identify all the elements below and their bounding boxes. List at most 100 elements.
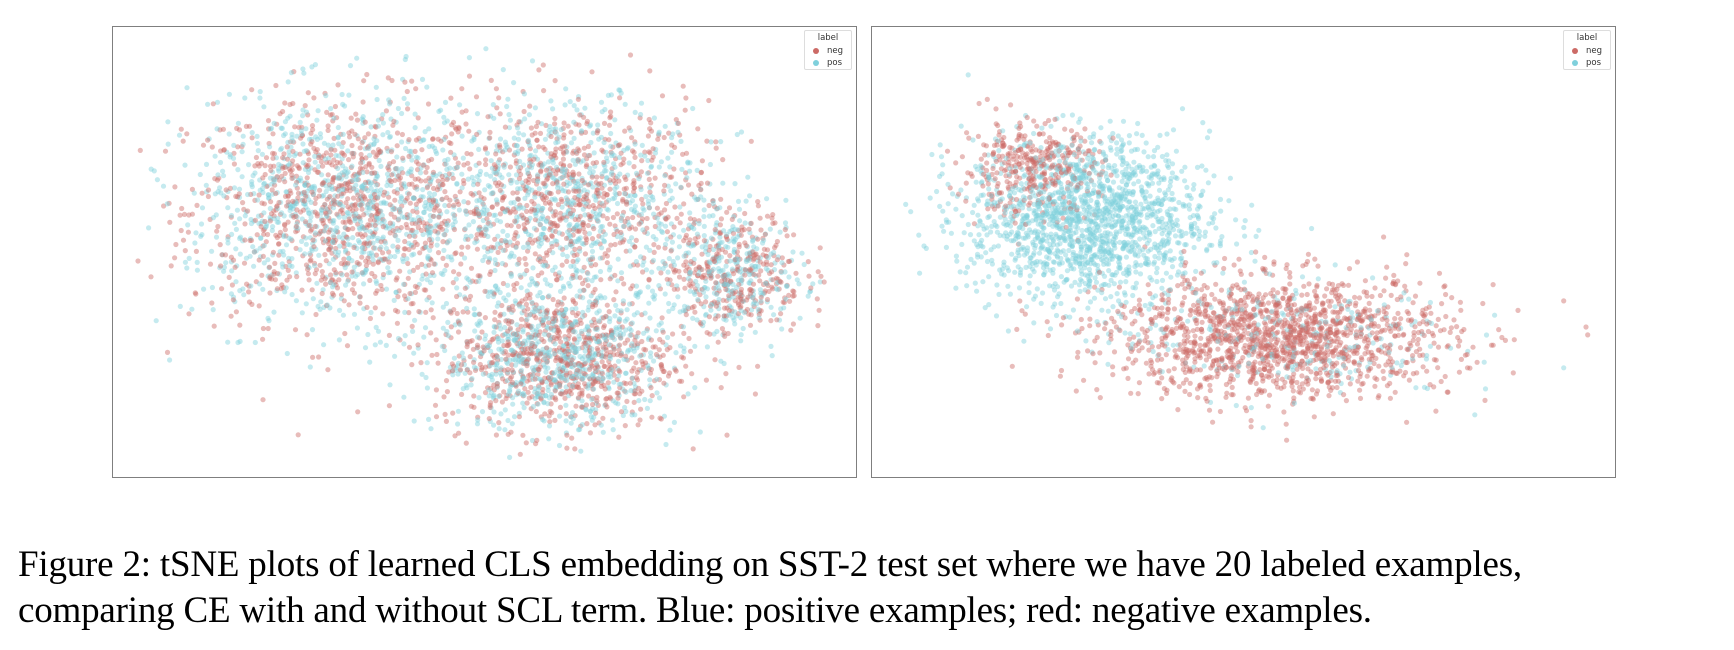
- point-pos: [667, 427, 673, 433]
- point-pos: [308, 214, 314, 220]
- point-pos: [466, 55, 472, 61]
- point-neg: [534, 437, 540, 443]
- point-neg: [256, 303, 262, 309]
- point-neg: [265, 325, 271, 332]
- point-pos: [574, 268, 580, 274]
- point-pos: [367, 359, 373, 365]
- point-pos: [645, 284, 651, 290]
- point-neg: [295, 195, 301, 201]
- point-neg: [620, 160, 626, 166]
- point-pos: [693, 278, 699, 284]
- point-pos: [390, 243, 396, 249]
- point-neg: [664, 229, 671, 235]
- point-neg: [292, 327, 299, 333]
- point-pos: [412, 111, 418, 117]
- point-neg: [729, 308, 735, 314]
- point-neg: [423, 169, 429, 175]
- point-neg: [561, 295, 567, 301]
- point-pos: [441, 247, 447, 253]
- point-pos: [437, 186, 443, 192]
- point-pos: [309, 64, 315, 70]
- point-pos: [735, 198, 742, 204]
- point-pos: [413, 229, 419, 235]
- point-neg: [749, 234, 756, 240]
- point-neg: [412, 176, 418, 182]
- point-neg: [442, 411, 448, 417]
- point-pos: [541, 161, 547, 167]
- point-neg: [675, 120, 682, 126]
- point-neg: [433, 387, 439, 393]
- point-pos: [714, 291, 720, 297]
- point-pos: [217, 185, 223, 191]
- point-pos: [651, 115, 658, 121]
- point-pos: [763, 280, 769, 286]
- point-neg: [677, 132, 683, 138]
- point-pos: [382, 240, 389, 246]
- point-neg: [497, 144, 503, 150]
- point-pos: [189, 306, 195, 312]
- point-pos: [476, 129, 482, 135]
- point-pos: [692, 343, 698, 349]
- point-pos: [385, 265, 391, 271]
- point-pos: [707, 161, 714, 168]
- point-pos: [554, 384, 560, 390]
- point-neg: [387, 202, 393, 208]
- point-pos: [586, 356, 592, 362]
- point-neg: [266, 140, 272, 147]
- point-pos: [516, 206, 522, 212]
- point-neg: [487, 402, 493, 408]
- point-pos: [527, 282, 533, 288]
- point-pos: [469, 376, 475, 382]
- point-neg: [664, 276, 670, 282]
- point-neg: [290, 100, 296, 107]
- point-pos: [177, 303, 183, 309]
- point-pos: [560, 352, 566, 358]
- point-pos: [652, 150, 659, 156]
- point-pos: [687, 272, 693, 278]
- point-neg: [193, 248, 199, 254]
- point-neg: [430, 169, 436, 175]
- point-neg: [643, 347, 649, 353]
- point-pos: [422, 129, 428, 135]
- point-pos: [744, 251, 750, 257]
- point-pos: [360, 169, 366, 176]
- point-neg: [328, 152, 334, 158]
- point-neg: [761, 290, 768, 296]
- point-neg: [573, 312, 579, 319]
- point-neg: [533, 408, 539, 415]
- point-pos: [491, 115, 497, 121]
- point-pos: [363, 267, 369, 273]
- point-neg: [769, 215, 775, 221]
- point-pos: [618, 350, 624, 356]
- point-pos: [310, 296, 316, 302]
- point-neg: [367, 222, 373, 228]
- point-pos: [542, 355, 548, 361]
- point-neg: [577, 213, 583, 219]
- point-pos: [602, 334, 608, 340]
- point-pos: [796, 281, 802, 287]
- point-pos: [353, 187, 360, 193]
- point-neg: [725, 330, 731, 337]
- point-neg: [450, 280, 456, 286]
- point-pos: [319, 207, 325, 213]
- point-neg: [471, 404, 477, 410]
- point-pos: [330, 142, 336, 148]
- point-neg: [542, 146, 548, 152]
- point-neg: [548, 225, 554, 231]
- point-neg: [426, 237, 433, 243]
- point-pos: [435, 236, 441, 242]
- point-pos: [746, 280, 752, 286]
- point-neg: [576, 385, 582, 391]
- point-pos: [299, 238, 305, 244]
- point-neg: [692, 236, 698, 242]
- point-pos: [444, 118, 450, 124]
- point-neg: [648, 128, 655, 134]
- point-pos: [556, 442, 563, 449]
- point-pos: [549, 321, 555, 327]
- point-pos: [571, 263, 577, 269]
- point-pos: [666, 308, 672, 314]
- point-pos: [364, 205, 370, 211]
- point-neg: [367, 217, 373, 223]
- point-pos: [576, 193, 582, 199]
- point-neg: [303, 162, 309, 168]
